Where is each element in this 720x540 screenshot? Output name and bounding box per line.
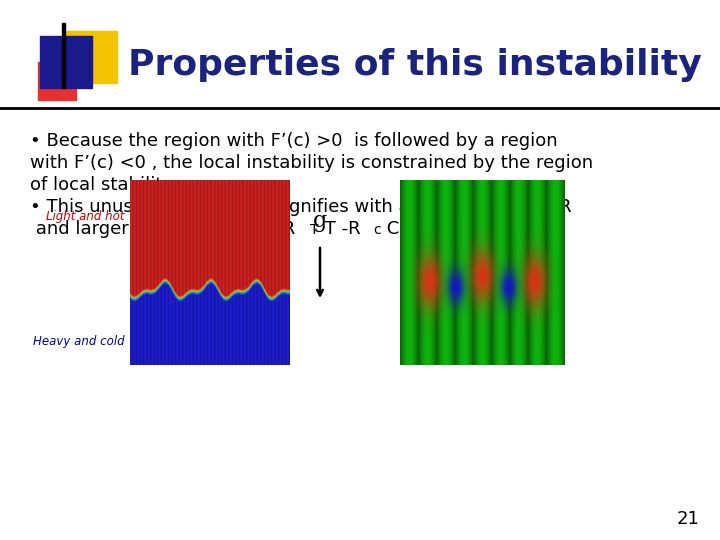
Text: T: T [533, 201, 541, 215]
Text: c: c [373, 223, 381, 237]
Text: Heavy and cold: Heavy and cold [33, 335, 125, 348]
Text: and larger Le since ρ(x) = -R: and larger Le since ρ(x) = -R [30, 220, 295, 238]
Bar [62, 23, 65, 88]
Text: Light and hot: Light and hot [47, 210, 125, 223]
Text: with F’(c) <0 , the local instability is constrained by the region: with F’(c) <0 , the local instability is… [30, 154, 593, 172]
Text: • Because the region with F’(c) >0  is followed by a region: • Because the region with F’(c) >0 is fo… [30, 132, 557, 150]
Text: g: g [313, 210, 327, 232]
Text: Properties of this instability: Properties of this instability [128, 48, 702, 82]
Text: T -R: T -R [319, 220, 361, 238]
Text: T: T [310, 223, 318, 237]
Text: of local stability.: of local stability. [30, 176, 176, 194]
Bar [38, 62, 76, 100]
Text: 21: 21 [677, 510, 700, 528]
Bar [65, 31, 117, 83]
Bar [40, 36, 92, 88]
Text: • This unusual instability magnifies with a larger negative R: • This unusual instability magnifies wit… [30, 198, 572, 216]
Text: C: C [381, 220, 400, 238]
